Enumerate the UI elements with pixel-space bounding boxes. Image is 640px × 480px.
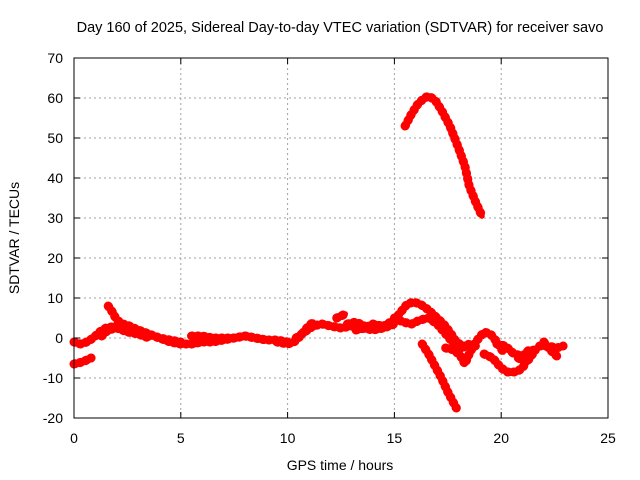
series-markers bbox=[513, 345, 540, 367]
x-tick-label: 15 bbox=[387, 430, 403, 446]
grid-lines bbox=[74, 58, 608, 418]
y-axis-label: SDTVAR / TECUs bbox=[6, 182, 22, 294]
x-axis-label: GPS time / hours bbox=[287, 457, 394, 473]
series-markers bbox=[400, 91, 487, 221]
y-tick-label: 50 bbox=[47, 130, 63, 146]
series-markers bbox=[454, 339, 481, 355]
y-tick-labels: -20 -10 0 10 20 30 40 50 60 70 bbox=[43, 50, 63, 426]
y-tick-label: 60 bbox=[47, 90, 63, 106]
series-markers bbox=[97, 323, 154, 343]
x-tick-label: 5 bbox=[177, 430, 185, 446]
x-tick-label: 20 bbox=[493, 430, 509, 446]
series-markers bbox=[332, 309, 350, 323]
plot-frame bbox=[73, 57, 609, 419]
y-tick-label: 30 bbox=[47, 210, 63, 226]
series-markers bbox=[535, 341, 568, 353]
y-tick-label: 70 bbox=[47, 50, 63, 66]
x-tick-labels: 0 5 10 15 20 25 bbox=[70, 430, 616, 446]
series-markers bbox=[379, 297, 468, 351]
series-markers bbox=[69, 353, 96, 369]
y-tick-label: 10 bbox=[47, 290, 63, 306]
x-tick-label: 0 bbox=[70, 430, 78, 446]
series-markers bbox=[417, 339, 461, 413]
series-markers bbox=[187, 331, 271, 345]
y-tick-label: 0 bbox=[55, 330, 63, 346]
x-tick-label: 10 bbox=[280, 430, 296, 446]
data-series bbox=[69, 91, 568, 413]
y-tick-label: 20 bbox=[47, 250, 63, 266]
x-tick-label: 25 bbox=[600, 430, 616, 446]
series-markers bbox=[389, 313, 472, 353]
series-markers bbox=[492, 339, 534, 361]
chart-title: Day 160 of 2025, Sidereal Day-to-day VTE… bbox=[77, 20, 604, 36]
y-tick-label: -20 bbox=[43, 410, 63, 426]
y-tick-label: 40 bbox=[47, 170, 63, 186]
axis-ticks bbox=[73, 57, 609, 419]
y-tick-label: -10 bbox=[43, 370, 63, 386]
